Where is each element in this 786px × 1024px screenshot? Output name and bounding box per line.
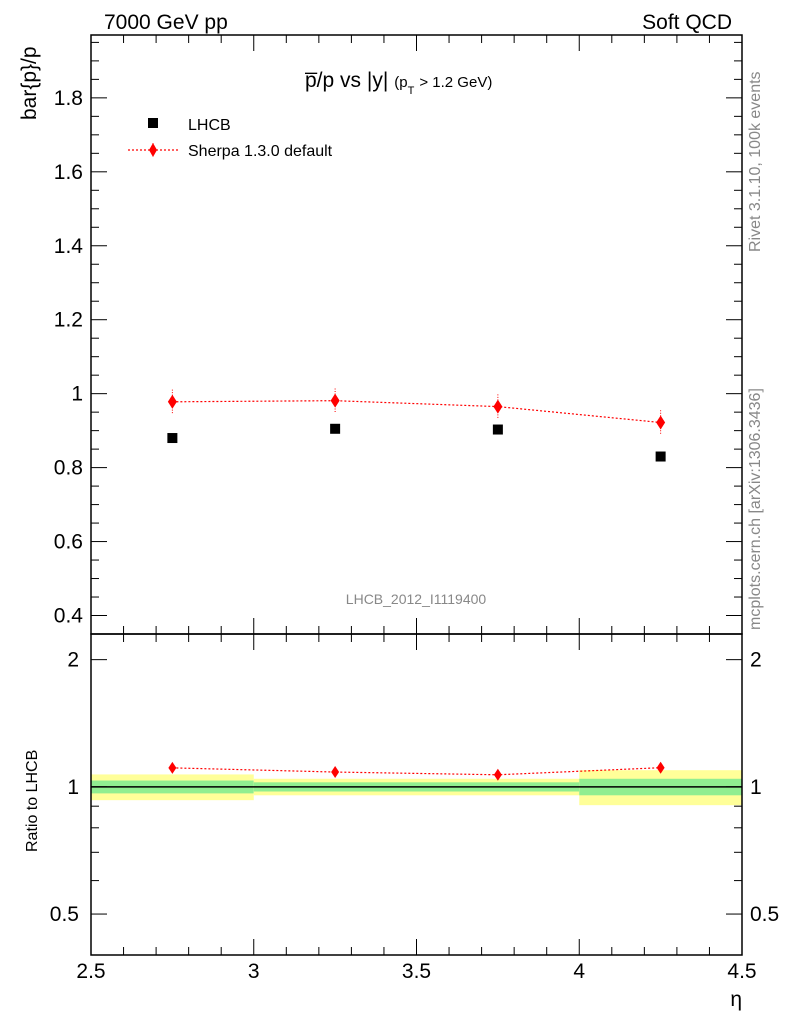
ratio-y-tick-label-right: 1 (750, 776, 762, 799)
x-axis-label: η (730, 988, 742, 1011)
ratio-y-tick-label-right: 0.5 (750, 903, 779, 926)
main-y-tick-label: 1.2 (54, 309, 83, 332)
main-y-tick-label: 1 (71, 383, 83, 406)
ratio-y-tick-label-right: 2 (750, 649, 762, 672)
ratio-sherpa-point (493, 768, 502, 781)
header-right: Soft QCD (642, 11, 732, 34)
chart-title-sub-T: T (408, 85, 415, 97)
ratio-sherpa-point (168, 761, 177, 774)
ratio-y-tick-label: 1 (67, 776, 79, 799)
legend: LHCB Sherpa 1.3.0 default (128, 117, 333, 160)
lhcb-point (655, 451, 666, 462)
main-y-tick-label: 1.6 (54, 161, 83, 184)
x-tick-label: 3 (248, 960, 260, 983)
sherpa-point (656, 415, 666, 430)
main-panel: bar{p}/p p̅/p vs |y| (pT > 1.2 GeV) LHCB S… (18, 34, 743, 635)
ratio-y-tick-label: 2 (67, 649, 79, 672)
ratio-y-tick-label: 0.5 (50, 903, 79, 926)
ratio-panel: Ratio to LHCB η 2.5 3 3.5 4 4.5 0.5 0.5 1 1 2 2 (24, 633, 779, 1011)
x-tick-label: 4.5 (727, 960, 756, 983)
x-tick-label: 2.5 (76, 960, 105, 983)
ratio-sherpa-point (331, 766, 340, 779)
legend-marker-lhcb (148, 118, 158, 128)
chart-title: p̅/p vs |y| (pT > 1.2 GeV) (304, 69, 492, 97)
main-y-tick-label: 1.8 (54, 87, 83, 110)
ratio-sherpa-line (172, 767, 661, 776)
sherpa-point (167, 394, 177, 409)
chart-title-sub: (p (394, 74, 407, 91)
sherpa-line (172, 400, 661, 424)
lhcb-point (492, 424, 503, 435)
main-y-tick-label: 0.6 (54, 531, 83, 554)
header-left: 7000 GeV pp (104, 11, 228, 34)
x-tick-label: 3.5 (402, 960, 431, 983)
chart-title-main: p̅/p vs |y| (304, 69, 388, 92)
ratio-ylabel: Ratio to LHCB (24, 750, 41, 852)
main-y-tick-label: 0.4 (54, 605, 84, 628)
ratio-sherpa-point (656, 761, 665, 774)
lhcb-point (167, 433, 178, 444)
legend-marker-sherpa (149, 143, 157, 157)
sherpa-point (330, 393, 340, 408)
analysis-id: LHCB_2012_I1119400 (346, 591, 487, 607)
chart-title-sub-rest: > 1.2 GeV) (419, 74, 492, 91)
main-y-tick-label: 1.4 (54, 235, 84, 258)
x-tick-label: 4 (573, 960, 585, 983)
sherpa-point (493, 399, 503, 414)
lhcb-point (330, 423, 341, 434)
mcplots-label: mcplots.cern.ch [arXiv:1306.3436] (747, 388, 764, 630)
main-ylabel: bar{p}/p (18, 46, 41, 120)
rivet-label: Rivet 3.1.10, 100k events (747, 71, 764, 252)
legend-label-lhcb: LHCB (188, 117, 231, 134)
main-y-tick-label: 0.8 (54, 457, 83, 480)
legend-label-sherpa: Sherpa 1.3.0 default (188, 143, 333, 160)
